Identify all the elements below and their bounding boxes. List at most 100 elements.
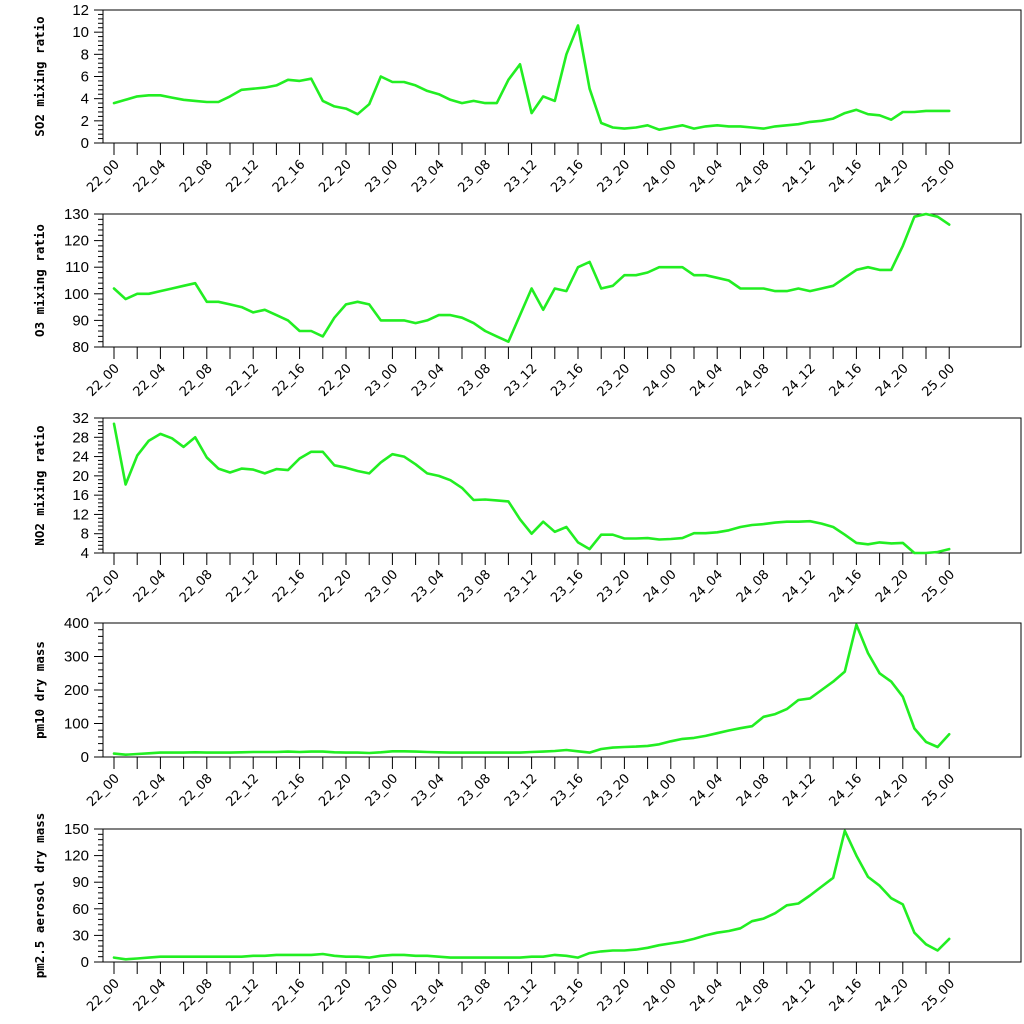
x-tick-label: 22_04 — [131, 567, 170, 606]
x-tick-label: 23_00 — [363, 771, 402, 810]
data-point — [786, 521, 788, 523]
data-point — [415, 84, 417, 86]
data-point — [322, 335, 324, 337]
data-point — [705, 532, 707, 534]
series-line — [112, 829, 951, 961]
data-point — [786, 904, 788, 906]
y-tick-label: 28 — [72, 429, 89, 446]
data-point — [125, 99, 127, 101]
data-point — [542, 521, 544, 523]
data-point — [647, 537, 649, 539]
data-point — [345, 303, 347, 306]
data-point — [333, 751, 335, 753]
data-point — [728, 279, 730, 282]
data-point — [751, 524, 753, 526]
x-tick-label: 24_04 — [687, 567, 726, 606]
data-point — [809, 520, 811, 522]
x-tick-label: 23_00 — [363, 157, 402, 196]
data-point — [136, 957, 138, 960]
x-tick-label: 23_16 — [548, 567, 587, 606]
data-point — [299, 751, 301, 753]
data-point — [948, 938, 950, 940]
data-point — [879, 541, 881, 543]
data-point — [855, 855, 858, 857]
data-point — [357, 956, 359, 958]
y-tick-label: 90 — [72, 874, 89, 891]
data-point — [739, 927, 742, 929]
data-point — [925, 552, 927, 554]
data-point — [937, 551, 939, 553]
data-point — [589, 88, 591, 90]
x-tick-label: 22_20 — [316, 361, 355, 400]
x-tick-label: 22_16 — [270, 976, 309, 1015]
data-point — [206, 456, 208, 459]
data-point — [241, 468, 243, 470]
x-tick-label: 23_00 — [363, 976, 402, 1015]
data-point — [681, 941, 684, 943]
data-point — [867, 113, 869, 115]
y-axis-label: SO2 mixing ratio — [32, 16, 47, 136]
data-point — [148, 94, 150, 96]
data-point — [542, 95, 544, 98]
data-point — [902, 903, 904, 905]
y-tick-label: 24 — [72, 449, 89, 466]
data-point — [635, 274, 637, 276]
data-point — [681, 124, 684, 126]
data-point — [310, 451, 312, 453]
data-point — [797, 699, 800, 701]
data-point — [415, 463, 417, 465]
data-point — [275, 84, 277, 86]
y-tick-label: 10 — [72, 24, 89, 41]
plot-frame — [102, 213, 1022, 348]
data-point — [275, 751, 277, 753]
data-point — [403, 455, 405, 458]
data-point — [345, 956, 347, 958]
x-tick-label: 23_12 — [502, 567, 541, 606]
data-point — [183, 956, 185, 958]
data-point — [125, 483, 127, 486]
x-tick-label: 24_16 — [827, 361, 866, 400]
data-point — [368, 956, 370, 959]
data-point — [438, 314, 440, 316]
data-point — [333, 464, 335, 466]
data-point — [345, 752, 347, 754]
x-tick-label: 24_16 — [827, 976, 866, 1015]
data-point — [275, 468, 277, 470]
series-line — [112, 212, 951, 344]
plot-frame — [102, 622, 1022, 758]
data-point — [368, 472, 370, 475]
data-point — [797, 123, 800, 125]
data-point — [426, 955, 428, 957]
data-point — [821, 522, 823, 525]
data-point — [890, 269, 892, 271]
data-point — [844, 534, 846, 536]
x-tick-label: 25_00 — [919, 976, 958, 1015]
x-tick-label: 23_16 — [548, 976, 587, 1015]
x-tick-label: 22_20 — [316, 771, 355, 810]
data-point — [612, 949, 614, 952]
data-point — [264, 751, 266, 753]
data-point — [913, 552, 916, 554]
data-point — [844, 112, 846, 114]
data-point — [589, 752, 591, 754]
x-tick-label: 23_12 — [502, 157, 541, 196]
x-tick-label: 22_04 — [131, 361, 170, 400]
data-point — [751, 287, 753, 290]
data-point — [252, 88, 254, 90]
data-point — [867, 876, 869, 878]
data-point — [159, 433, 161, 435]
data-point — [821, 287, 823, 290]
data-point — [728, 529, 730, 531]
data-point — [763, 287, 765, 290]
data-point — [832, 681, 834, 683]
data-point — [925, 943, 927, 945]
data-point — [391, 954, 393, 956]
data-point — [879, 114, 881, 116]
x-tick-label: 24_20 — [873, 771, 912, 810]
data-point — [484, 956, 486, 959]
data-point — [206, 301, 208, 303]
x-tick-label: 24_16 — [827, 567, 866, 606]
data-point — [287, 469, 289, 471]
x-tick-label: 22_04 — [131, 976, 170, 1015]
chart-panel-4: 0 100 200 300 400 22_00 22_04 22_08 22_12 22_16 22… — [32, 615, 1022, 810]
